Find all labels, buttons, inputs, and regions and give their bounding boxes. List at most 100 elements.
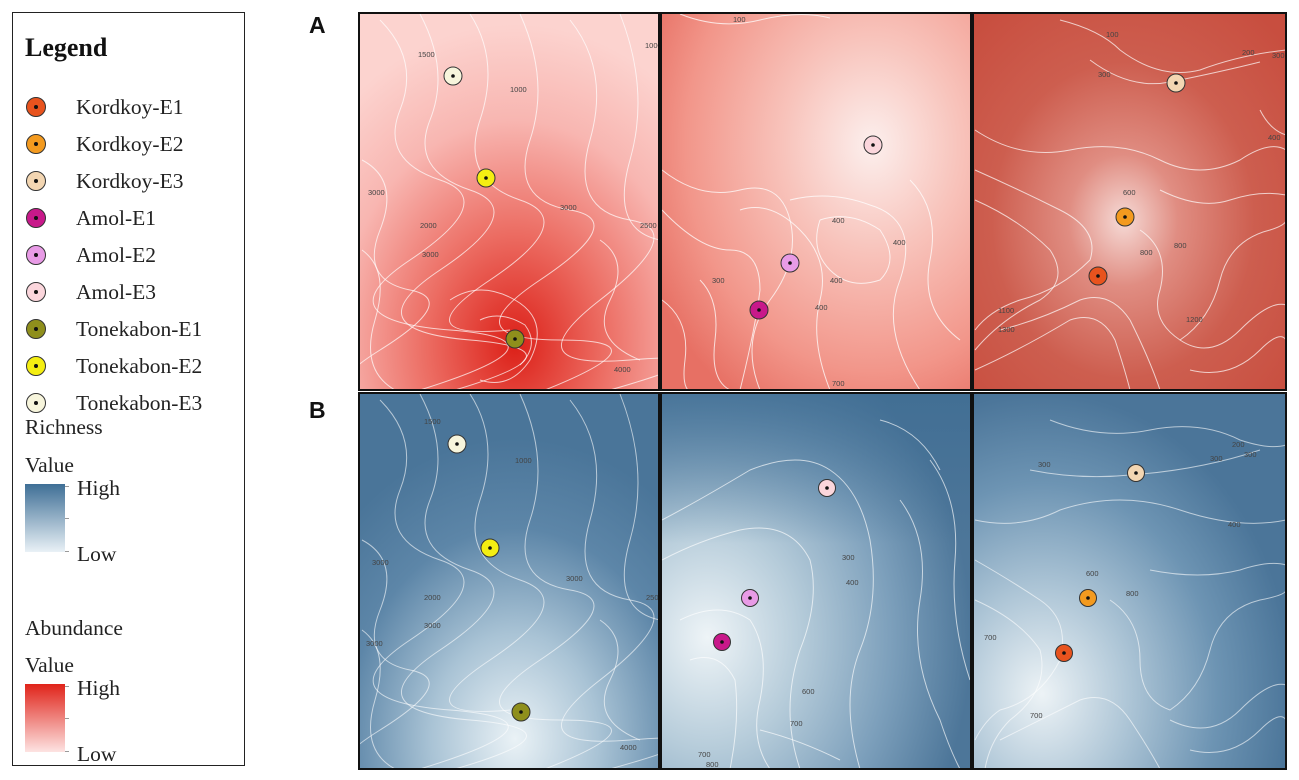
svg-text:1100: 1100	[998, 306, 1014, 315]
svg-text:3000: 3000	[368, 188, 385, 197]
svg-text:600: 600	[802, 687, 815, 696]
legend-title: Legend	[25, 33, 108, 62]
svg-text:1000: 1000	[510, 85, 527, 94]
svg-text:400: 400	[832, 216, 845, 225]
site-marker-amol-e1	[749, 300, 769, 320]
legend-item-label: Amol-E3	[76, 279, 157, 304]
svg-text:1500: 1500	[418, 50, 435, 59]
site-marker-kordkoy-e3	[1166, 73, 1186, 93]
svg-text:3000: 3000	[422, 250, 439, 259]
svg-text:300: 300	[712, 276, 725, 285]
svg-text:2500: 2500	[646, 593, 663, 602]
svg-text:2500: 2500	[640, 221, 657, 230]
svg-text:100: 100	[1106, 30, 1119, 39]
site-markers	[447, 434, 531, 722]
site-marker-kordkoy-e2	[1115, 207, 1135, 227]
legend-item-label: Tonekabon-E2	[76, 353, 203, 378]
row-a-label: A	[309, 12, 326, 38]
site-marker-kordkoy-e1	[1088, 266, 1108, 286]
contour-labels: 1500 1000 1000 3000 3000 2000 3000 2500 …	[368, 41, 662, 374]
site-markers	[1088, 73, 1186, 286]
richness-low-label: Low	[77, 542, 117, 566]
site-marker-amol-e2	[741, 589, 759, 607]
svg-text:300: 300	[1272, 51, 1285, 60]
site-marker-kordkoy-e1	[1055, 644, 1073, 662]
richness-map-amol: 300 400 600 700 700 800	[660, 392, 972, 770]
abundance-map-amol: 100 400 400 400 300 400 700	[660, 12, 972, 391]
svg-text:600: 600	[1123, 188, 1136, 197]
abundance-high-label: High	[77, 676, 120, 700]
svg-text:800: 800	[1126, 589, 1139, 598]
site-marker-amol-e1	[713, 633, 731, 651]
site-marker-icon	[26, 319, 46, 339]
svg-text:300: 300	[842, 553, 855, 562]
svg-text:700: 700	[1030, 711, 1043, 720]
legend-item-kordkoy-e3: Kordkoy-E3	[25, 166, 183, 196]
map-legend: Legend Kordkoy-E1 Kordkoy-E2 Kordkoy-E3 …	[12, 12, 245, 766]
svg-text:200: 200	[1232, 440, 1245, 449]
richness-map-tonekabon: 1500 1000 3000 3000 2000 3000 3000 2500 …	[358, 392, 663, 770]
contour-labels: 1500 1000 3000 3000 2000 3000 3000 2500 …	[366, 417, 663, 752]
site-markers	[1055, 464, 1145, 662]
site-marker-amol-e3	[863, 135, 883, 155]
legend-item-label: Kordkoy-E2	[76, 131, 184, 156]
abundance-map-tonekabon: 1500 1000 1000 3000 3000 2000 3000 2500 …	[358, 12, 662, 391]
svg-text:300: 300	[1038, 460, 1051, 469]
site-markers	[443, 66, 525, 349]
contour-labels: 100 400 400 400 300 400 700	[712, 15, 906, 388]
svg-text:1300: 1300	[998, 325, 1015, 334]
legend-item-label: Tonekabon-E3	[76, 390, 203, 415]
site-marker-amol-e3	[818, 479, 836, 497]
site-marker-icon	[26, 97, 46, 117]
svg-text:200: 200	[1242, 48, 1255, 57]
legend-item-label: Amol-E2	[76, 242, 157, 267]
contour-labels: 100 200 300 300 400 600 800 800 1100 130…	[998, 30, 1285, 334]
svg-text:400: 400	[1228, 520, 1241, 529]
richness-map-kordkoy: 200 300 300 300 400 600 800 700 700	[972, 392, 1287, 770]
site-marker-kordkoy-e3	[1127, 464, 1145, 482]
svg-text:4000: 4000	[614, 365, 631, 374]
svg-text:3000: 3000	[424, 621, 441, 630]
abundance-value-label: Value	[25, 653, 74, 677]
legend-item-label: Tonekabon-E1	[76, 316, 203, 341]
svg-text:700: 700	[698, 750, 711, 759]
legend-item-kordkoy-e2: Kordkoy-E2	[25, 129, 183, 159]
site-marker-icon	[26, 282, 46, 302]
svg-text:2000: 2000	[420, 221, 437, 230]
site-marker-tonekabon-e1	[511, 702, 531, 722]
svg-text:1500: 1500	[424, 417, 441, 426]
site-marker-amol-e2	[780, 253, 800, 273]
svg-text:400: 400	[1268, 133, 1281, 142]
svg-text:400: 400	[815, 303, 828, 312]
svg-text:400: 400	[846, 578, 859, 587]
abundance-map-kordkoy: 100 200 300 300 400 600 800 800 1100 130…	[972, 12, 1287, 391]
svg-text:3000: 3000	[560, 203, 577, 212]
contour-labels: 300 400 600 700 700 800	[698, 553, 859, 769]
abundance-low-label: Low	[77, 742, 117, 766]
site-marker-tonekabon-e2	[480, 538, 500, 558]
legend-item-tonekabon-e3: Tonekabon-E3	[25, 388, 202, 418]
svg-text:300: 300	[1244, 450, 1257, 459]
site-marker-icon	[26, 171, 46, 191]
svg-text:700: 700	[984, 633, 997, 642]
site-marker-icon	[26, 356, 46, 376]
svg-text:400: 400	[893, 238, 906, 247]
svg-text:800: 800	[706, 760, 719, 769]
svg-text:2000: 2000	[424, 593, 441, 602]
site-marker-icon	[26, 393, 46, 413]
svg-text:400: 400	[830, 276, 843, 285]
richness-title: Richness	[25, 415, 103, 439]
svg-text:800: 800	[1140, 248, 1153, 257]
svg-text:700: 700	[832, 379, 845, 388]
svg-text:300: 300	[1210, 454, 1223, 463]
site-marker-tonekabon-e3	[443, 66, 463, 86]
site-marker-icon	[26, 245, 46, 265]
svg-text:600: 600	[1086, 569, 1099, 578]
legend-item-label: Amol-E1	[76, 205, 157, 230]
svg-text:100: 100	[733, 15, 746, 24]
site-marker-icon	[26, 134, 46, 154]
svg-text:300: 300	[1098, 70, 1111, 79]
richness-color-ramp	[25, 484, 65, 552]
svg-text:700: 700	[790, 719, 803, 728]
